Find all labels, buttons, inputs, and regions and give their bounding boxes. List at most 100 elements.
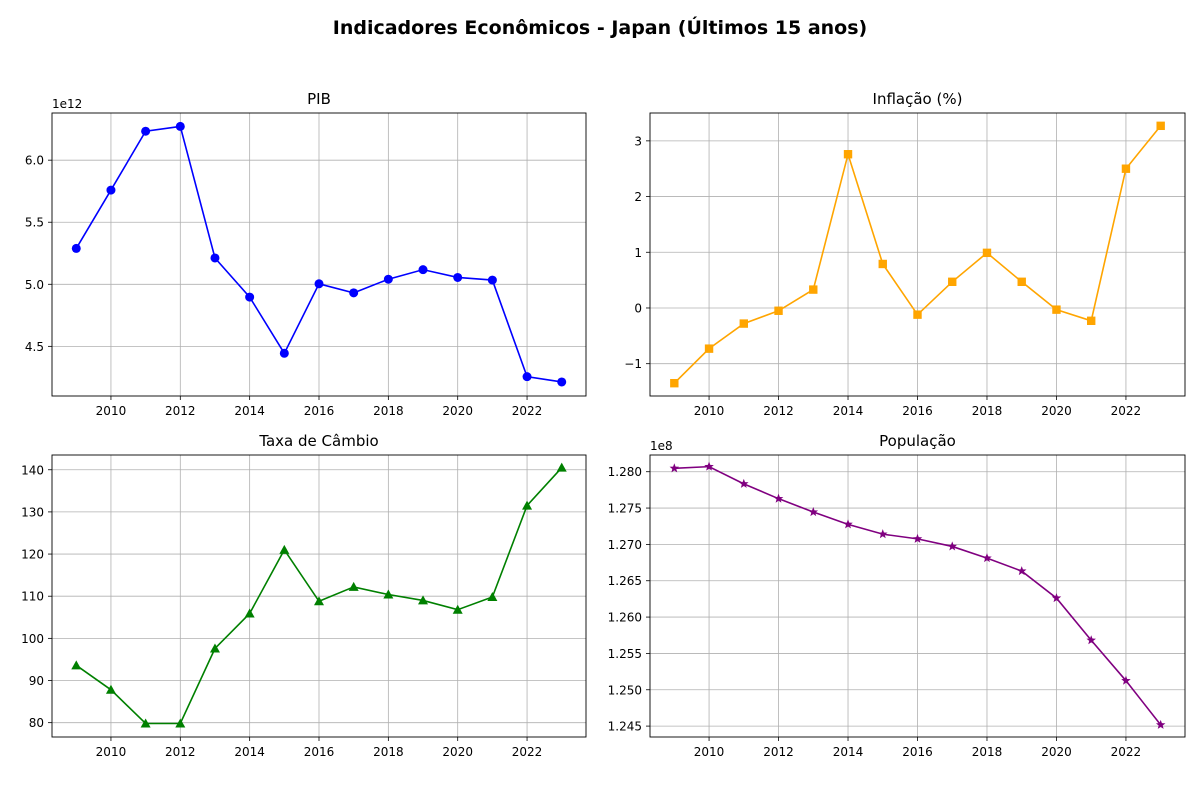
data-point <box>1087 316 1096 325</box>
x-tick-label: 2018 <box>972 745 1003 759</box>
data-point <box>912 533 923 543</box>
data-point <box>245 292 255 302</box>
data-point <box>279 544 290 554</box>
data-point <box>704 461 714 471</box>
y-tick-label: 1.275 <box>608 502 642 516</box>
y-tick-label: 0 <box>634 301 642 315</box>
data-point <box>452 604 463 614</box>
series-markers <box>670 121 1165 388</box>
x-tick-label: 2010 <box>96 404 127 418</box>
data-point <box>1052 305 1061 314</box>
data-point <box>71 660 82 670</box>
data-point <box>809 285 818 294</box>
x-tick-label: 2022 <box>512 745 543 759</box>
y-tick-label: 1.255 <box>608 647 642 661</box>
data-point <box>739 319 748 328</box>
data-point <box>913 310 922 319</box>
y-tick-label: 1.280 <box>608 465 642 479</box>
grid <box>52 455 586 737</box>
x-tick-label: 2016 <box>902 745 933 759</box>
data-point <box>1051 593 1062 603</box>
data-point <box>843 519 853 529</box>
y-tick-label: 2 <box>634 190 642 204</box>
x-tick-label: 2022 <box>1111 745 1142 759</box>
x-tick-label: 2014 <box>833 404 864 418</box>
y-tick-label: 3 <box>634 134 642 148</box>
data-point <box>348 581 359 591</box>
data-point <box>556 462 567 472</box>
chart-panel-cambio: Taxa de Câmbio 2010 2012 2014 2016 2018 2020 20… <box>21 432 587 759</box>
data-point <box>1156 121 1165 131</box>
axes-frame <box>51 112 587 397</box>
data-point <box>1121 675 1131 685</box>
data-point <box>175 718 186 728</box>
y-tick-label: 1.260 <box>608 611 642 625</box>
data-point <box>106 185 116 195</box>
data-point <box>383 274 393 284</box>
data-point <box>314 596 324 606</box>
y-tick-label: 80 <box>29 716 44 730</box>
data-point <box>105 684 116 694</box>
data-point <box>982 553 992 563</box>
data-point <box>71 243 81 253</box>
data-point <box>453 272 463 282</box>
x-tick-label: 2018 <box>972 404 1003 418</box>
y-tick-label: 1.245 <box>608 720 642 734</box>
y-tick-label: 1.265 <box>608 574 642 588</box>
x-tick-label: 2018 <box>373 404 404 418</box>
x-tick-label: 2018 <box>373 745 404 759</box>
data-point <box>418 595 429 605</box>
chart-title: População <box>879 432 956 450</box>
y-tick-label: 120 <box>21 548 44 562</box>
data-point <box>487 275 497 285</box>
chart-panel-populacao: População 1e8 2010 2012 2014 2016 2018 2020 2022… <box>608 432 1186 759</box>
data-point <box>1155 719 1166 729</box>
data-point <box>279 348 289 358</box>
data-point <box>141 126 151 136</box>
data-point <box>1086 635 1096 645</box>
x-tick-label: 2022 <box>1111 404 1142 418</box>
data-point <box>140 718 151 728</box>
figure-title: Indicadores Econômicos - Japan (Últimos … <box>333 15 867 39</box>
data-point <box>487 592 498 602</box>
data-point <box>739 478 749 488</box>
data-point <box>522 500 533 510</box>
data-point <box>209 643 220 653</box>
chart-title: PIB <box>307 90 331 108</box>
data-point <box>878 259 887 269</box>
x-tick-label: 2020 <box>442 745 473 759</box>
grid <box>650 113 1185 396</box>
x-tick-label: 2012 <box>763 404 794 418</box>
x-tick-label: 2010 <box>694 745 725 759</box>
data-point <box>522 372 532 382</box>
series-markers <box>669 461 1166 729</box>
data-point <box>314 279 324 289</box>
data-point <box>1121 164 1131 173</box>
axes-frame <box>51 454 587 738</box>
data-point <box>947 541 957 551</box>
data-point <box>1017 277 1026 286</box>
x-tick-label: 2010 <box>96 745 127 759</box>
x-tick-label: 2012 <box>763 745 794 759</box>
data-point <box>669 463 680 473</box>
data-point <box>878 529 888 539</box>
x-tick-label: 2020 <box>1041 745 1072 759</box>
data-point <box>773 493 784 503</box>
axis-offset-label: 1e12 <box>52 97 82 111</box>
series-markers <box>71 121 567 387</box>
x-tick-label: 2014 <box>833 745 864 759</box>
y-tick-label: 1.270 <box>608 538 642 552</box>
data-point <box>808 507 819 517</box>
grid <box>650 455 1185 737</box>
data-point <box>244 608 255 618</box>
y-tick-label: 100 <box>21 632 44 646</box>
axes-frame <box>649 112 1186 397</box>
data-point <box>383 589 394 599</box>
data-point <box>948 277 957 286</box>
chart-panel-pib: PIB 1e12 2010 2012 2014 2016 2018 2020 2022 4.5 5.… <box>25 90 587 418</box>
y-tick-label: 5.0 <box>25 278 44 292</box>
y-tick-label: 1 <box>634 246 642 260</box>
data-point <box>175 121 185 131</box>
data-point <box>704 344 714 353</box>
